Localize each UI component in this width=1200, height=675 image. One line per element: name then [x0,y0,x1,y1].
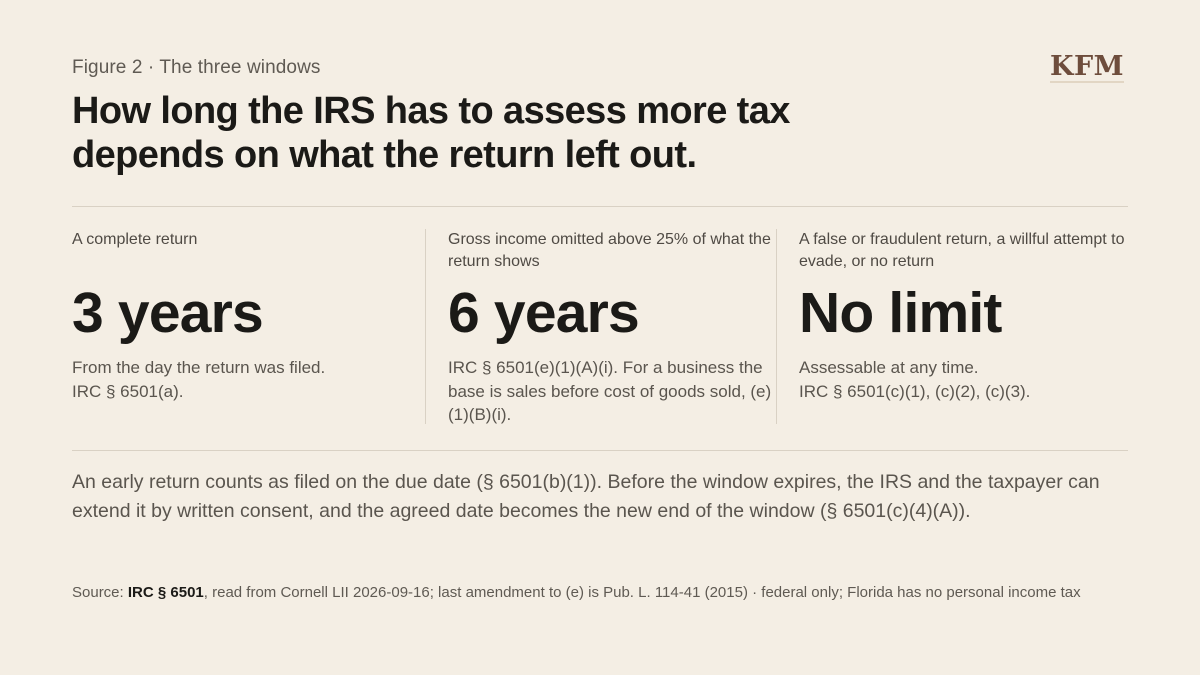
window-note-line: From the day the return was filed. [72,358,326,377]
source-details: , read from Cornell LII 2026-09-16; last… [203,584,1081,601]
source-note: Source: IRC § 6501, read from Cornell LI… [72,582,1128,604]
source-prefix: Source: [72,584,128,601]
top-divider [72,206,1128,207]
window-complete-return: A complete return 3 years From the day t… [72,229,402,424]
source-citation: IRC § 6501 [127,584,204,601]
explanatory-paragraph: An early return counts as filed on the d… [72,471,1100,522]
window-period: 3 years [72,281,264,345]
middle-divider [72,450,1128,451]
window-income-omitted: Gross income omitted above 25% of what t… [425,229,778,424]
window-note: IRC § 6501(e)(1)(A)(i). For a business t… [448,358,772,424]
figure-label: Figure 2 · The three windows [72,57,321,78]
window-note: Assessable at any time. IRC § 6501(c)(1)… [799,356,1129,403]
page-title: How long the IRS has to assess more tax … [72,90,790,176]
window-note: From the day the return was filed. IRC §… [72,356,402,403]
window-condition: A false or fraudulent return, a willful … [799,231,1125,270]
window-note-line: Assessable at any time. [799,358,979,377]
kfm-logo: KFM [1050,51,1125,83]
window-condition: Gross income omitted above 25% of what t… [448,231,771,270]
window-period: 6 years [448,281,640,345]
window-condition: A complete return [72,231,198,248]
window-period: No limit [799,281,1002,345]
window-fraud-or-no-return: A false or fraudulent return, a willful … [776,229,1129,424]
window-note-line: IRC § 6501(c)(1), (c)(2), (c)(3). [799,381,1031,401]
window-note-line: IRC § 6501(a). [72,381,184,401]
